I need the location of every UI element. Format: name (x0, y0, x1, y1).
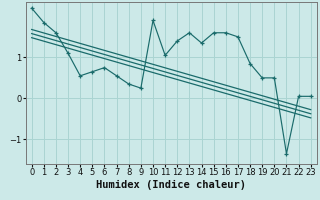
X-axis label: Humidex (Indice chaleur): Humidex (Indice chaleur) (96, 180, 246, 190)
